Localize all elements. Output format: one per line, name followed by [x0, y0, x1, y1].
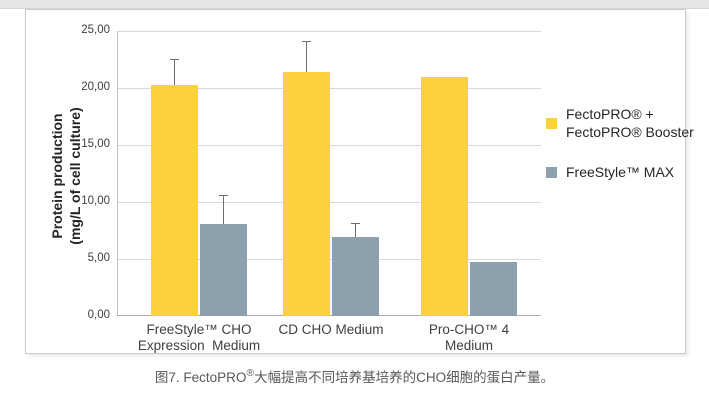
- legend-label-2: FreeStyle™ MAX: [566, 163, 674, 181]
- error-bar-cap: [170, 58, 179, 60]
- registered-trademark-symbol: ®: [246, 366, 255, 379]
- caption-text-prefix: 图7. FectoPRO: [154, 370, 247, 385]
- bar-series2-group2: [332, 237, 379, 316]
- figure-caption: 图7. FectoPRO®大幅提高不同培养基培养的CHO细胞的蛋白产量。: [0, 366, 709, 386]
- legend-swatch-2: [546, 166, 557, 178]
- y-tick-label: 20,00: [81, 81, 110, 93]
- error-bar-cap: [219, 195, 228, 197]
- legend-label-line: FectoPRO® Booster: [566, 124, 694, 140]
- x-axis-label-line: FreeStyle™ CHO: [146, 322, 252, 337]
- y-axis-title-line2: (mg/L of cell culture): [67, 107, 83, 245]
- bar-series1-group3: [421, 76, 468, 316]
- y-tick-label: 10,00: [81, 195, 110, 207]
- x-axis-label: FreeStyle™ CHO Expression Medium: [111, 322, 287, 354]
- legend-item-2: FreeStyle™ MAX: [546, 163, 674, 181]
- y-axis-title: Protein production (mg/L of cell culture…: [48, 26, 84, 326]
- error-bar: [355, 223, 356, 238]
- error-bar: [306, 42, 307, 73]
- legend-label-line: FreeStyle™ MAX: [566, 164, 675, 180]
- bar-series2-group1: [200, 223, 247, 316]
- legend-swatch-1: [546, 117, 557, 129]
- error-bar: [174, 59, 175, 85]
- caption-text-suffix: 大幅提高不同培养基培养的CHO细胞的蛋白产量。: [254, 370, 555, 385]
- bar-series1-group2: [283, 72, 330, 316]
- y-tick-label: 25,00: [81, 24, 110, 36]
- legend-label-line: FectoPRO® +: [566, 106, 654, 122]
- y-tick-label: 5,00: [87, 252, 110, 264]
- gridline: [117, 31, 541, 32]
- y-tick-label: 15,00: [81, 138, 110, 150]
- legend-item-1: FectoPRO® + FectoPRO® Booster: [546, 105, 694, 141]
- y-axis-line: [117, 31, 118, 316]
- x-axis-label-line: Expression Medium: [137, 338, 261, 353]
- x-axis-label-line: Medium: [444, 338, 493, 353]
- error-bar-cap: [302, 41, 311, 43]
- x-axis-label-line: Pro-CHO™ 4: [428, 322, 510, 337]
- error-bar: [223, 196, 224, 224]
- x-axis-label-line: CD CHO Medium: [278, 322, 384, 337]
- legend-label-1: FectoPRO® + FectoPRO® Booster: [566, 105, 694, 141]
- x-axis-label: Pro-CHO™ 4 Medium: [381, 322, 557, 354]
- error-bar-cap: [351, 222, 360, 224]
- bar-series2-group3: [470, 262, 517, 316]
- y-tick-label: 0,00: [87, 309, 110, 321]
- x-axis-label: CD CHO Medium: [243, 322, 419, 338]
- plot-area: 0,00 5,00 10,00 15,00 20,00 25,00 FreeStyle™ C…: [81, 24, 541, 353]
- y-axis-title-line1: Protein production: [49, 113, 65, 239]
- bar-series1-group1: [151, 84, 198, 316]
- figure-card: Protein production (mg/L of cell culture…: [25, 9, 694, 354]
- top-strip: [0, 0, 709, 9]
